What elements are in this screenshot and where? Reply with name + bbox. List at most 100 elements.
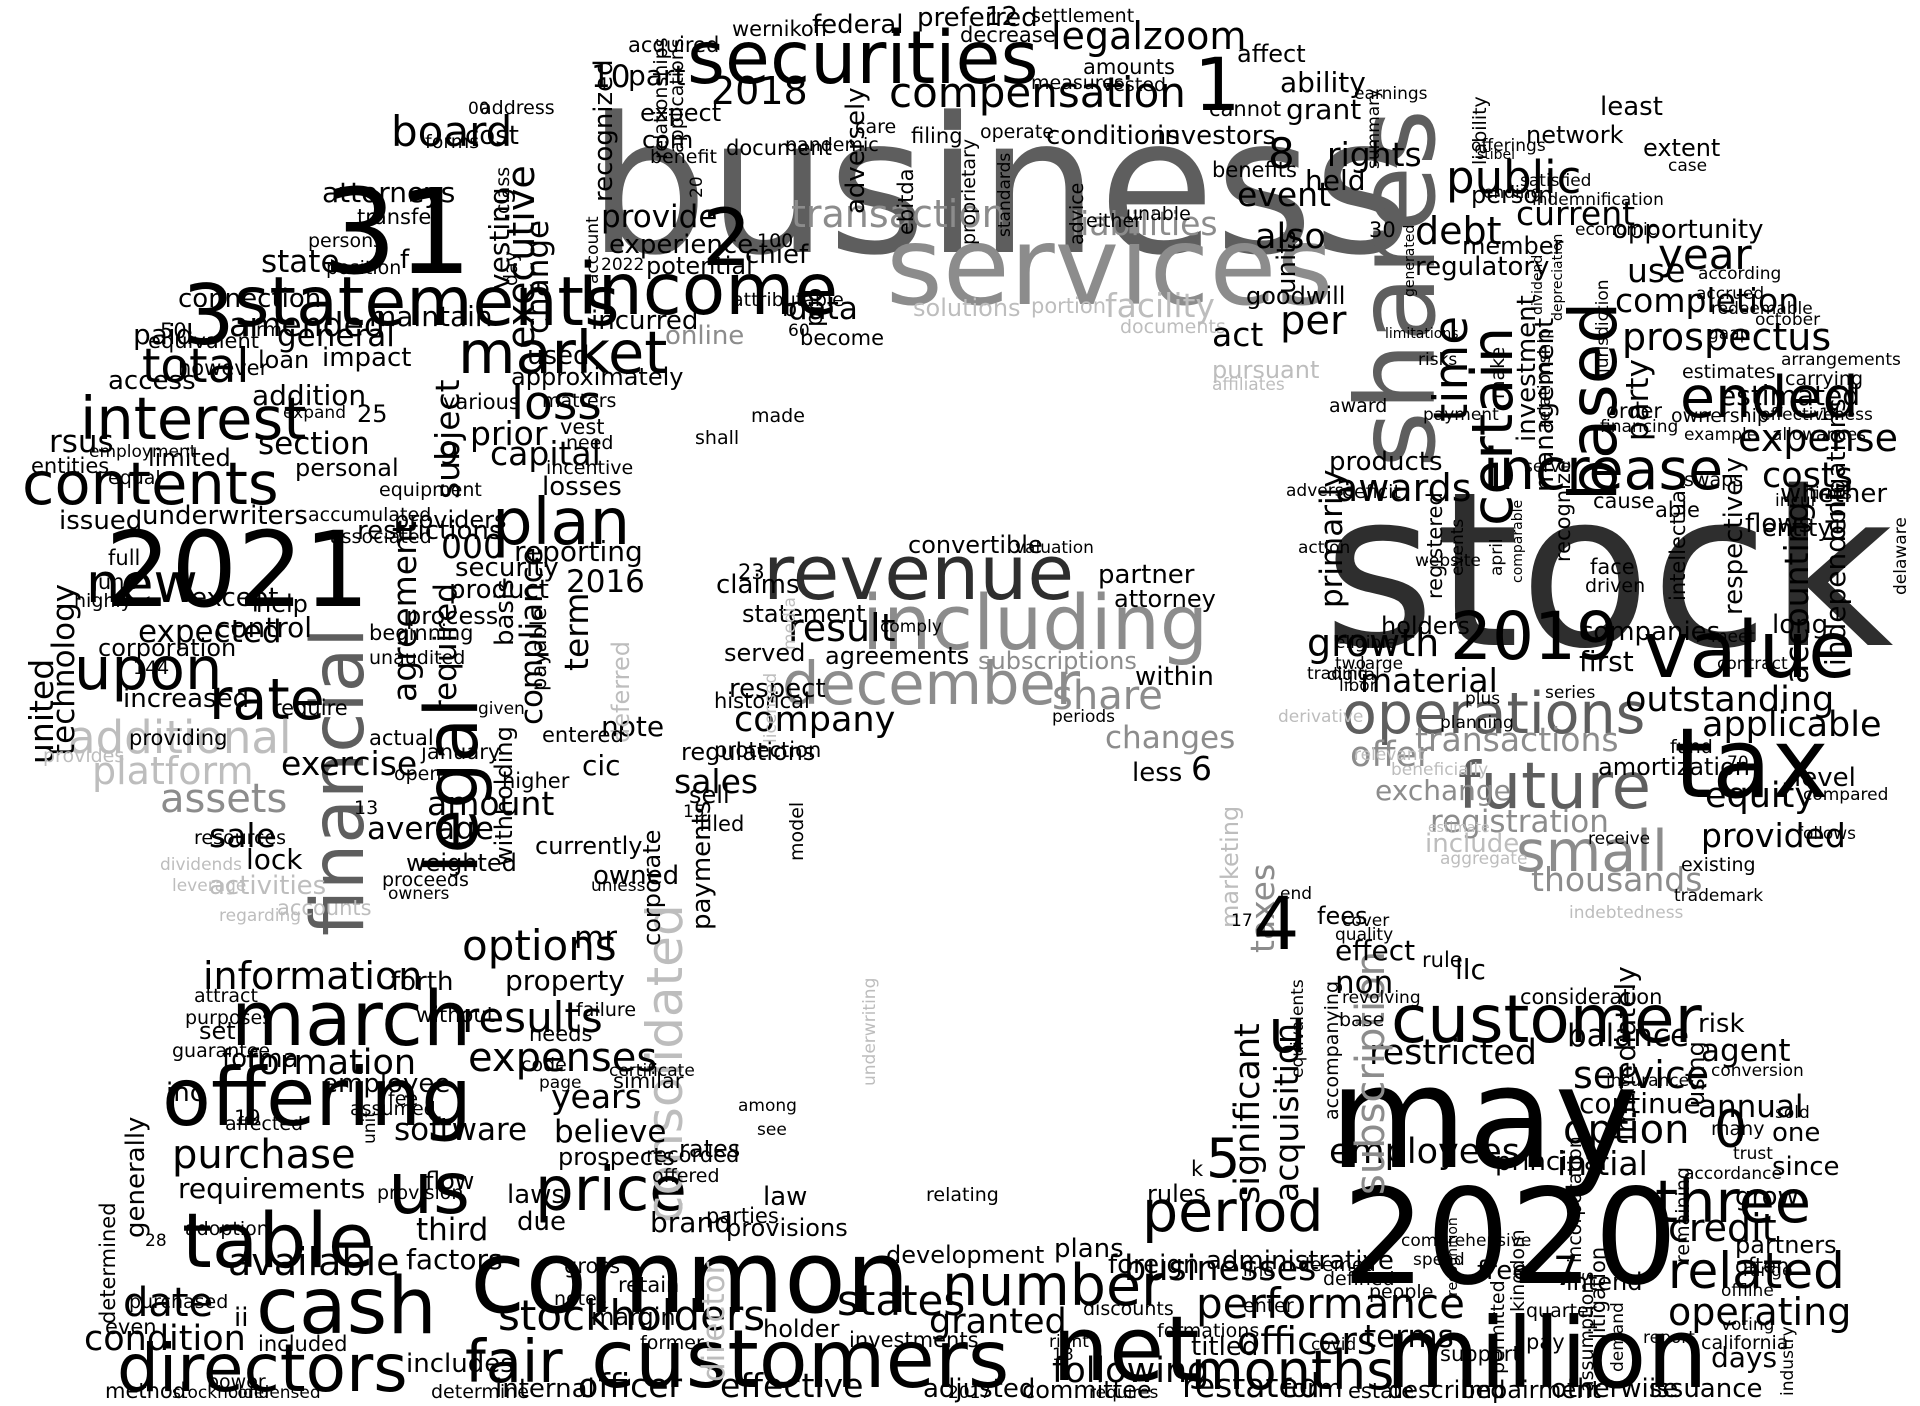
cloud-word: includes bbox=[406, 1349, 514, 1379]
cloud-word: accordance bbox=[1684, 1164, 1782, 1184]
cloud-word: customer bbox=[1391, 981, 1702, 1058]
cloud-word: receive bbox=[1588, 829, 1651, 849]
cloud-word: company bbox=[734, 700, 896, 740]
cloud-word: intend bbox=[1566, 1268, 1643, 1296]
cloud-word: amortization bbox=[1598, 753, 1750, 781]
cloud-word: total bbox=[142, 339, 250, 394]
cloud-word: class bbox=[492, 166, 514, 214]
cloud-word: average bbox=[367, 811, 494, 847]
cloud-word: owned bbox=[593, 861, 680, 891]
cloud-word: made bbox=[751, 405, 805, 427]
cloud-word: include bbox=[1425, 829, 1520, 859]
cloud-word: cost bbox=[465, 121, 519, 151]
cloud-word: amounts bbox=[1083, 55, 1175, 79]
cloud-word: unit bbox=[360, 1111, 380, 1144]
cloud-word: purchase bbox=[172, 1132, 356, 1178]
cloud-word: determine bbox=[431, 1381, 529, 1403]
cloud-word: 10 bbox=[591, 59, 631, 95]
cloud-word: driven bbox=[1585, 575, 1646, 597]
cloud-word: software bbox=[394, 1112, 528, 1148]
cloud-word: impact bbox=[322, 343, 412, 373]
cloud-word: registration bbox=[1430, 804, 1609, 840]
cloud-word: even bbox=[105, 1315, 157, 1339]
cloud-word: 6 bbox=[1191, 749, 1212, 788]
cloud-word: actual bbox=[369, 726, 434, 750]
cloud-word: shall bbox=[695, 427, 740, 449]
cloud-word: condensed bbox=[228, 1383, 321, 1403]
cloud-word: first bbox=[1579, 645, 1634, 678]
cloud-word: method bbox=[105, 1379, 187, 1403]
cloud-word: compensation bbox=[889, 68, 1186, 117]
cloud-word: libor bbox=[1339, 676, 1377, 696]
cloud-word: higher bbox=[502, 769, 570, 793]
cloud-word: october bbox=[1755, 310, 1821, 330]
cloud-word: non bbox=[1335, 965, 1394, 1001]
cloud-word: large bbox=[1360, 654, 1404, 674]
cloud-word: generated bbox=[1402, 224, 1418, 297]
cloud-word: legalzoom bbox=[1051, 14, 1247, 58]
cloud-word: number bbox=[942, 1253, 1165, 1319]
cloud-word: product bbox=[449, 575, 550, 605]
cloud-word: quarter bbox=[1526, 1300, 1597, 1322]
cloud-word: december bbox=[782, 649, 1080, 718]
cloud-word: flows bbox=[1745, 509, 1813, 539]
cloud-word: regulations bbox=[681, 738, 816, 766]
cloud-word: indemnification bbox=[1532, 190, 1664, 210]
cloud-word: restrictions bbox=[357, 516, 503, 546]
cloud-word: otherwise bbox=[1551, 1374, 1679, 1404]
cloud-word: assets bbox=[160, 776, 288, 822]
cloud-word: comprehensive bbox=[1401, 1231, 1532, 1251]
cloud-word: also bbox=[1255, 217, 1326, 257]
cloud-word: facility bbox=[1105, 286, 1215, 325]
cloud-word: 5 bbox=[1206, 1127, 1241, 1190]
cloud-word: law bbox=[763, 1182, 808, 1212]
cloud-word: current bbox=[1516, 194, 1636, 233]
cloud-word: material bbox=[1360, 661, 1498, 700]
cloud-word: 13 bbox=[354, 797, 379, 819]
cloud-word: beneficially bbox=[1391, 760, 1489, 780]
cloud-word: potential bbox=[646, 252, 753, 280]
cloud-word: pandemic bbox=[785, 134, 879, 156]
cloud-word: certificate bbox=[609, 1061, 695, 1081]
cloud-word: benefits bbox=[1212, 158, 1297, 182]
cloud-word: expand bbox=[283, 403, 346, 423]
cloud-word: pay bbox=[1526, 1330, 1565, 1354]
cloud-word: effectiveness bbox=[1760, 405, 1873, 425]
cloud-word: historical bbox=[714, 689, 810, 713]
cloud-word: operations bbox=[1342, 681, 1646, 747]
cloud-word: among bbox=[738, 1096, 797, 1116]
cloud-word: adjusted bbox=[923, 1374, 1036, 1404]
cloud-word: currently bbox=[535, 832, 643, 860]
cloud-word: order bbox=[1606, 399, 1662, 423]
cloud-word: 1 bbox=[1194, 43, 1241, 128]
cloud-word: liabilities bbox=[1071, 204, 1218, 243]
cloud-word: recognize bbox=[1551, 460, 1575, 562]
cloud-word: offline bbox=[1721, 1281, 1774, 1301]
cloud-word: swaps bbox=[1684, 469, 1744, 491]
cloud-word: corporation bbox=[98, 634, 237, 662]
cloud-word: derivative bbox=[1278, 707, 1364, 727]
cloud-word: equivalent bbox=[148, 329, 259, 353]
cloud-word: offered bbox=[652, 1165, 720, 1187]
cloud-word: marketing bbox=[1216, 805, 1244, 928]
cloud-word: member bbox=[1462, 232, 1564, 260]
cloud-word: planning bbox=[1440, 713, 1514, 733]
cloud-word: given bbox=[478, 699, 525, 719]
cloud-word: determined bbox=[96, 1202, 120, 1324]
cloud-word: stibel bbox=[1477, 147, 1516, 163]
cloud-word: april bbox=[1487, 538, 1507, 576]
cloud-word: condition bbox=[84, 1319, 246, 1359]
cloud-word: small bbox=[1516, 819, 1668, 885]
cloud-word: action bbox=[1298, 538, 1351, 558]
cloud-word: less bbox=[1132, 758, 1183, 788]
cloud-word: served bbox=[724, 639, 806, 667]
cloud-word: purposes bbox=[185, 1007, 273, 1029]
cloud-word: line bbox=[1243, 1261, 1274, 1281]
cloud-word: increased bbox=[123, 684, 250, 714]
cloud-word: document bbox=[726, 136, 832, 160]
cloud-word: agent bbox=[1701, 1033, 1791, 1069]
cloud-word: companies bbox=[1579, 617, 1721, 647]
cloud-word: provide bbox=[601, 199, 718, 235]
cloud-word: outstanding bbox=[1625, 680, 1835, 720]
cloud-word: common bbox=[470, 1218, 910, 1336]
